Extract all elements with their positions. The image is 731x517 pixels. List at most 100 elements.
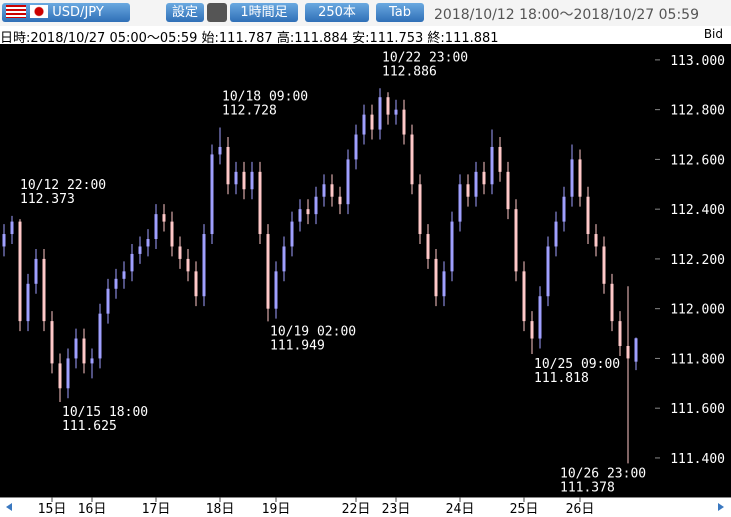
candle-body [74,338,78,359]
candle-body [618,321,622,346]
candle-body [298,209,302,222]
x-tick-label: 19日 [262,502,291,517]
y-tick-label: 113.000 [670,54,725,69]
annotation-value: 111.625 [62,419,117,434]
candle-body [130,253,134,272]
candle-body [122,271,126,279]
x-tick-label: 18日 [206,502,235,517]
annotation-time: 10/22 23:00 [382,50,468,65]
candle-body [138,246,142,254]
close-label: 終: [427,31,445,46]
candle-body [258,171,262,235]
count-button[interactable]: 250本 [305,3,369,22]
y-tick-label: 111.400 [670,452,725,467]
candle-body [594,234,598,247]
candle-body [450,221,454,272]
candle-body [442,271,446,297]
annotation-time: 10/15 18:00 [62,405,148,420]
candle-body [282,246,286,272]
pair-button[interactable]: USD/JPY [2,3,130,22]
annotation-value: 111.949 [270,338,325,353]
candle-body [634,338,638,362]
candle-body [530,321,534,339]
candle-body [266,234,270,309]
y-tick-label: 112.200 [670,253,725,268]
toolbar: USD/JPY 設定 1時間足 250本 Tab 2018/10/12 18:0… [0,0,731,26]
scroll-left [6,503,12,511]
candle-body [626,345,630,359]
candle-body [2,234,6,247]
candle-body [26,283,30,322]
x-tick-label: 15日 [38,502,67,517]
x-axis-bg [0,497,731,517]
candle-body [146,239,150,247]
scroll-right [718,503,724,511]
candle-body [538,296,542,339]
candle-body [322,184,326,197]
candle-body [386,97,390,115]
candle-body [498,146,502,172]
annotation-value: 112.373 [20,192,75,207]
candle-body [402,109,406,135]
candle-body [274,271,278,309]
candle-body [570,159,574,197]
candle-body [18,221,22,322]
candle-body [170,221,174,247]
range: 2018/10/12 18:00～2018/10/27 05:59 [434,7,699,23]
annotation-time: 10/26 23:00 [560,466,646,481]
candle-body [58,363,62,389]
tab-button[interactable]: Tab [376,3,424,22]
pair: USD/JPY [52,5,104,20]
candle-body [410,134,414,185]
open-value: 111.787 [218,31,273,46]
close-value: 111.881 [444,31,499,46]
candle-body [10,221,14,235]
x-tick-label: 17日 [142,502,171,517]
open-label: 始: [201,31,219,46]
candle-body [50,321,54,364]
candle-body [562,196,566,222]
candle-body [434,258,438,297]
candle-body [554,221,558,247]
y-tick-label: 112.800 [670,104,725,119]
y-tick-label: 111.800 [670,352,725,367]
annotation-time: 10/18 09:00 [222,90,308,105]
annotation-value: 111.818 [534,371,589,386]
low-value: 111.753 [369,31,424,46]
x-tick-label: 22日 [342,502,371,517]
candle-body [114,278,118,289]
candle-body [66,358,70,389]
low-label: 安: [352,31,370,46]
x-tick-label: 26日 [566,502,595,517]
candle-body [234,171,238,185]
candle-body [474,171,478,197]
candle-body [602,246,606,284]
timeframe-button[interactable]: 1時間足 [230,3,298,22]
candle-body [378,97,382,130]
candle-body [186,258,190,272]
y-tick-label: 111.600 [670,402,725,417]
flag-us [6,5,26,18]
candle-body [210,154,214,235]
candle-body [106,288,110,314]
annotation-value: 112.886 [382,64,437,79]
settings-button[interactable]: 設定 [166,3,204,22]
icon-button[interactable] [207,3,227,22]
high-value: 111.884 [294,31,348,46]
candle-body [370,114,374,130]
flag-jp [30,5,49,18]
high-label: 高: [276,31,295,46]
candle-body [482,171,486,185]
candle-body [242,171,246,190]
annotation-value: 112.728 [222,104,277,119]
side: Bid [703,27,723,41]
y-tick-label: 112.400 [670,203,725,218]
candle-body [362,114,366,135]
candle-body [202,234,206,297]
candle-body [418,184,422,235]
candle-body [290,221,294,247]
annotation-time: 10/19 02:00 [270,324,356,339]
candle-body [426,234,430,259]
candle-body [546,246,550,297]
x-tick-label: 23日 [382,502,411,517]
